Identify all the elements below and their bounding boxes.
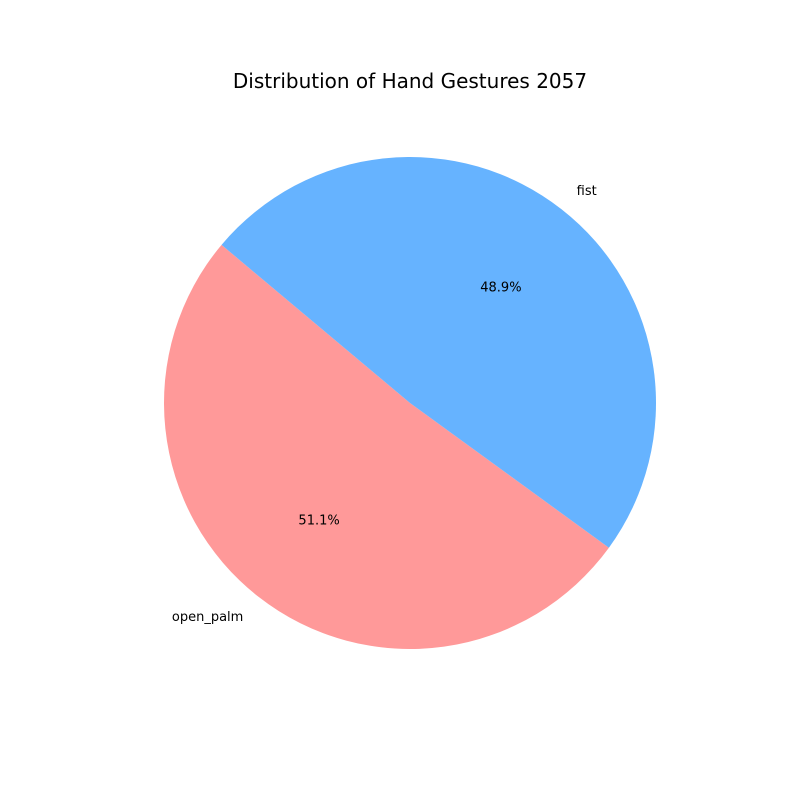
slice-label-fist: fist (577, 184, 597, 199)
slice-label-open-palm: open_palm (172, 610, 243, 625)
pie-slice-open-palm (163, 244, 609, 650)
pie-labels: open_palm 51.1% fist 48.9% (172, 184, 597, 625)
slice-percent-fist: 48.9% (480, 281, 521, 296)
pie-slices (163, 157, 656, 650)
pie-slice-fist (221, 157, 656, 548)
slice-percent-open-palm: 51.1% (298, 513, 339, 528)
chart-title: Distribution of Hand Gestures 2057 (233, 69, 587, 93)
